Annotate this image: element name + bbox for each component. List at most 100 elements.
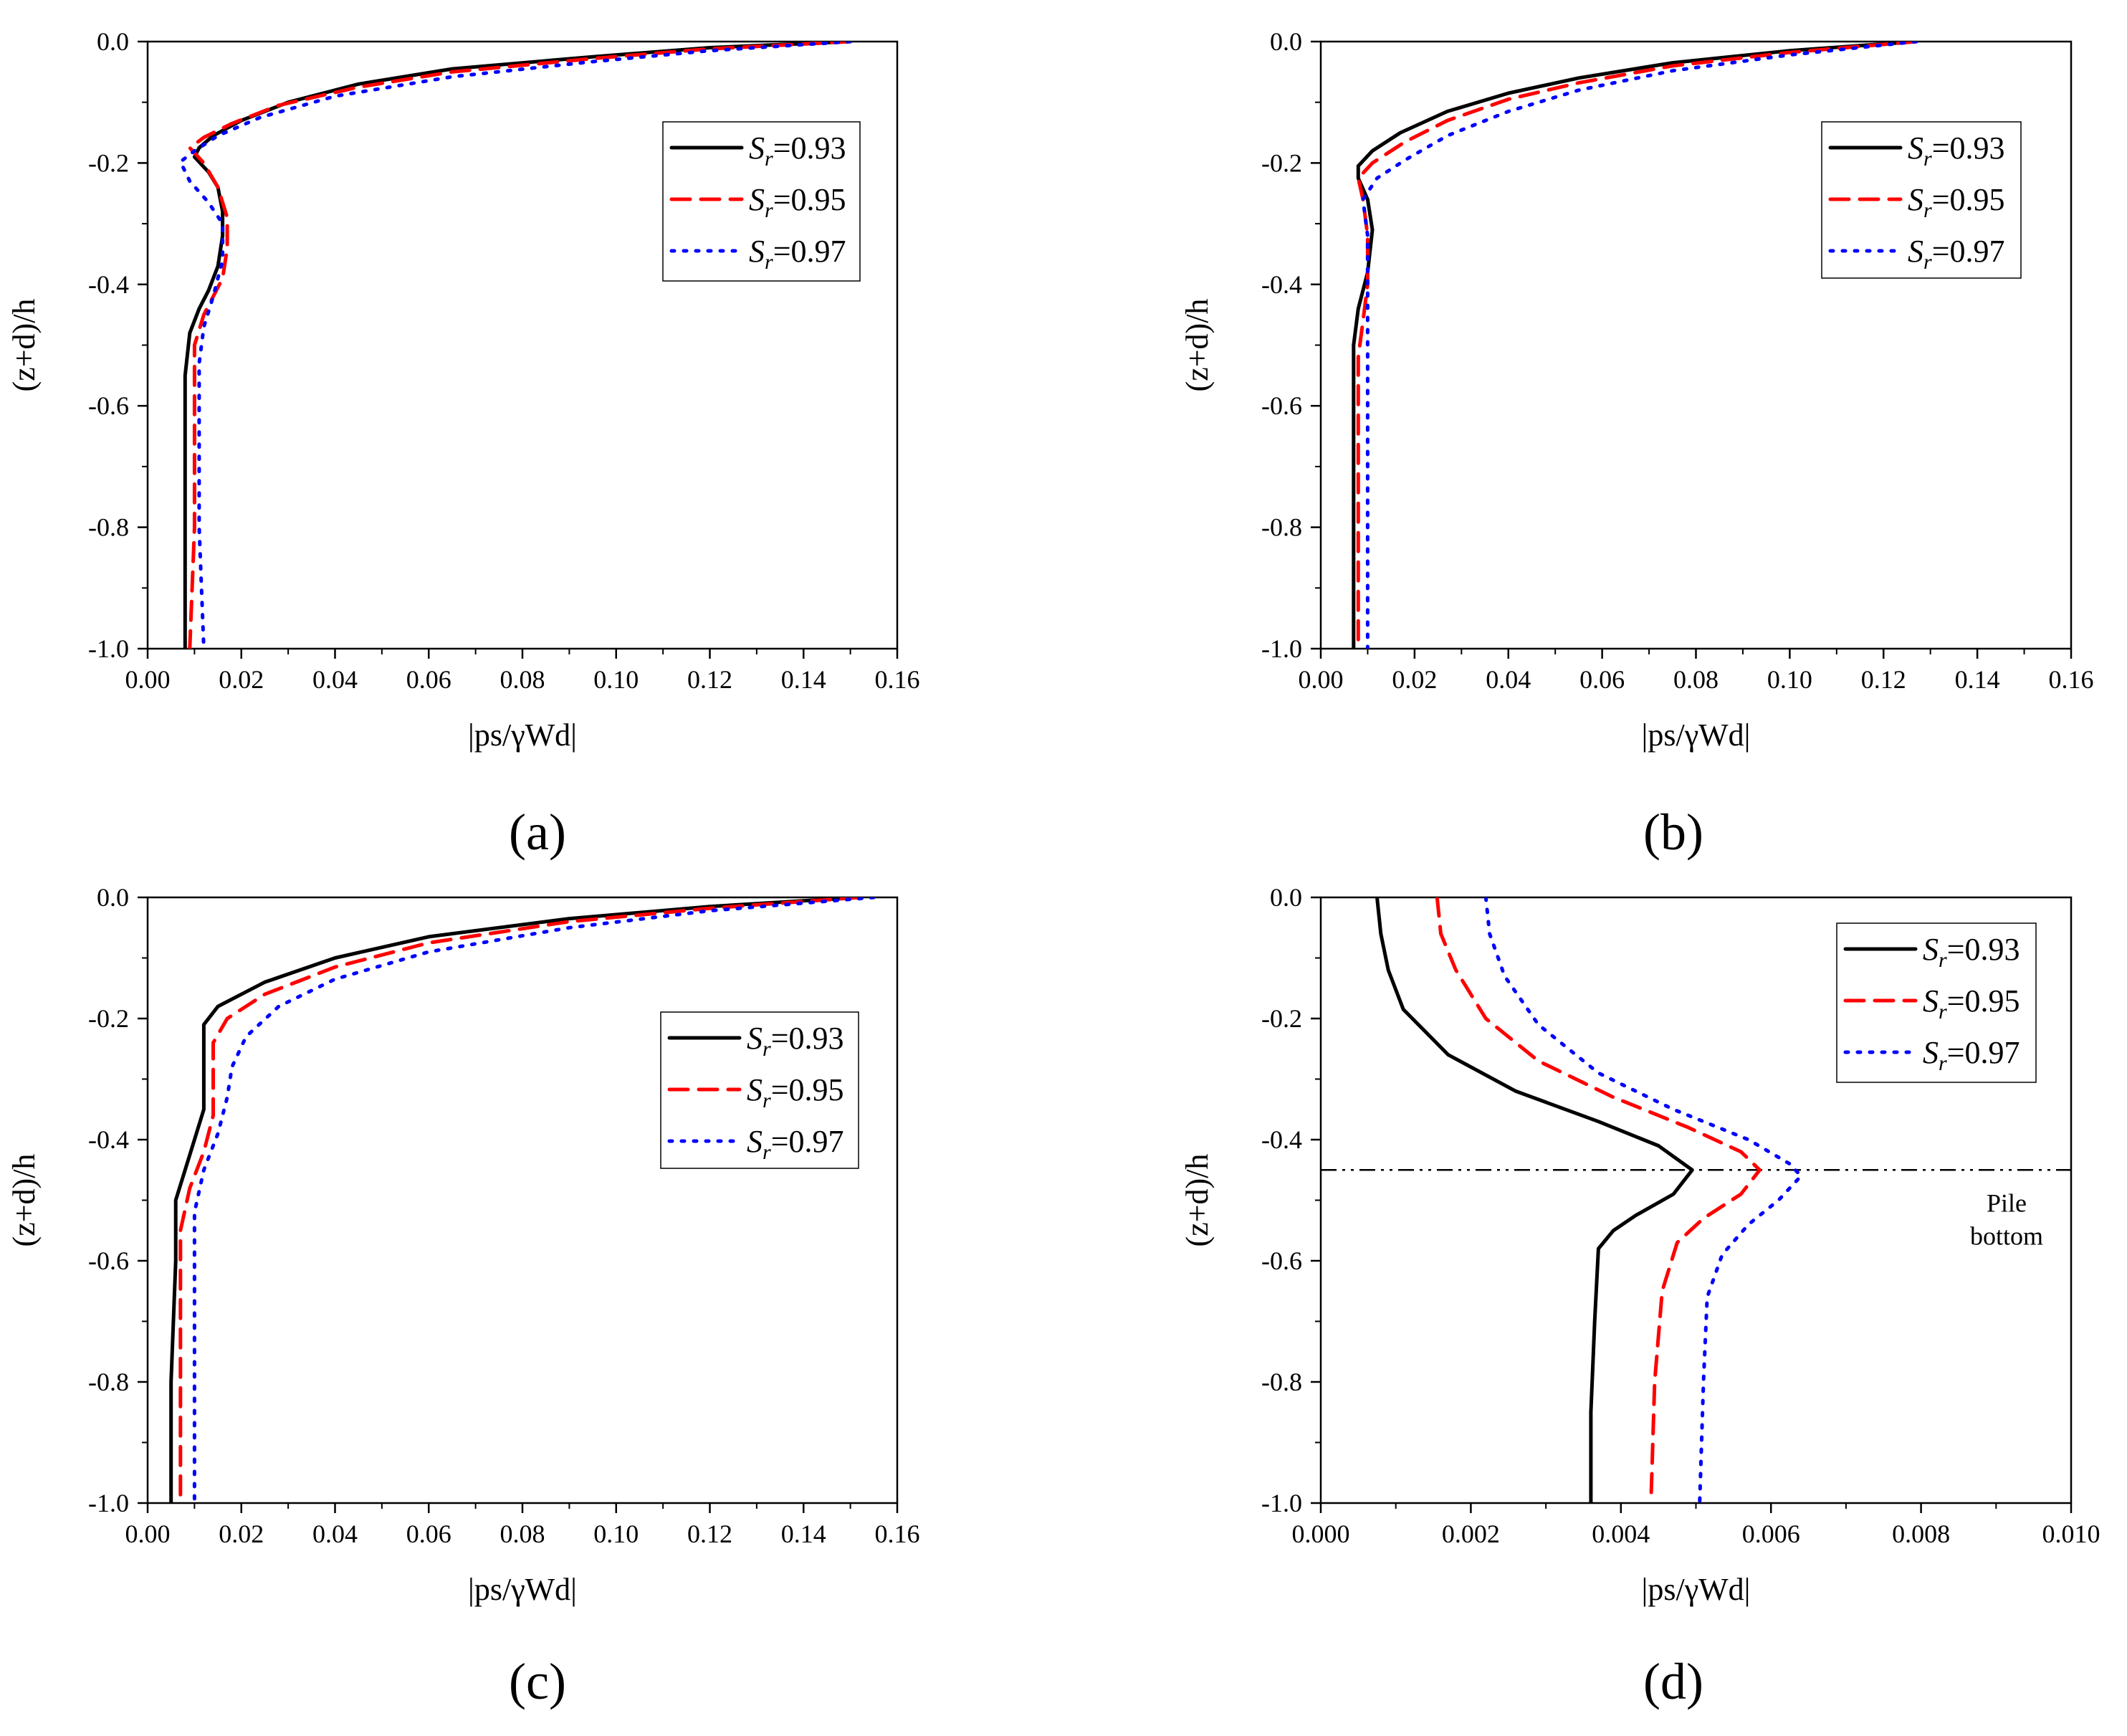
x-tick-label: 0.08	[500, 665, 545, 694]
y-tick-label: -0.6	[88, 1246, 129, 1275]
y-tick-label: -0.8	[1261, 1368, 1302, 1396]
y-tick-label: 0.0	[1270, 27, 1302, 56]
x-tick-label: 0.12	[687, 1520, 732, 1548]
y-tick-label: -0.6	[1261, 391, 1302, 420]
x-tick-label: 0.08	[1673, 665, 1719, 694]
x-tick-label: 0.06	[1579, 665, 1625, 694]
y-tick-label: -0.2	[1261, 1004, 1302, 1033]
series-line-sr093	[1375, 897, 1694, 1503]
y-tick-label: -0.8	[1261, 513, 1302, 542]
series-line-sr093	[1352, 42, 1918, 649]
legend-label: Sr=0.93	[1923, 932, 2020, 972]
legend-label: Sr=0.95	[1923, 983, 2020, 1024]
panel-label: (c)	[509, 1653, 566, 1710]
x-tick-label: 0.04	[312, 1520, 358, 1548]
chart-panel-c: 0.00 0.02 0.04 0.06 0.08 0.10 0.12 0.14 0.16 0.0 -…	[6, 883, 920, 1710]
y-tick-label: -0.4	[1261, 1125, 1302, 1154]
panel-label: (a)	[509, 803, 566, 861]
y-tick-label: -0.6	[1261, 1246, 1302, 1275]
x-tick-label: 0.12	[1861, 665, 1906, 694]
y-tick-label: 0.0	[1270, 883, 1302, 912]
legend-label: Sr=0.97	[1908, 234, 2005, 274]
x-tick-label: 0.10	[593, 1520, 639, 1548]
x-axis-title: |ps/γWd|	[468, 717, 577, 753]
y-axis-title: (z+d)/h	[1180, 299, 1215, 392]
x-tick-label: 0.02	[1392, 665, 1437, 694]
y-tick-label: -0.2	[88, 148, 129, 177]
x-tick-label: 0.04	[312, 665, 358, 694]
x-tick-label: 0.006	[1742, 1520, 1800, 1548]
x-tick-label: 0.02	[219, 665, 264, 694]
y-tick-label: 0.0	[97, 883, 129, 912]
legend: Sr=0.93 Sr=0.95 Sr=0.97	[1821, 121, 2022, 279]
series-line-sr095	[188, 42, 853, 649]
y-tick-label: -1.0	[1261, 1489, 1302, 1517]
y-tick-label: -1.0	[88, 634, 129, 663]
x-tick-label: 0.10	[1767, 665, 1812, 694]
y-tick-label: -0.8	[88, 1368, 129, 1396]
legend: Sr=0.93 Sr=0.95 Sr=0.97	[662, 121, 861, 282]
chart-panel-d: 0.000 0.002 0.004 0.006 0.008 0.010 0.0 -0.2 -0.…	[1180, 883, 2100, 1710]
legend-label: Sr=0.95	[749, 182, 846, 222]
legend-label: Sr=0.97	[747, 1124, 844, 1164]
y-tick-label: -0.8	[88, 513, 129, 542]
x-tick-label: 0.16	[875, 665, 920, 694]
x-tick-label: 0.000	[1292, 1520, 1350, 1548]
plot-area	[1352, 42, 1918, 649]
x-tick-label: 0.14	[781, 1520, 826, 1548]
plot-area	[1375, 897, 1803, 1503]
x-tick-label: 0.06	[406, 1520, 451, 1548]
chart-panel-b: 0.00 0.02 0.04 0.06 0.08 0.10 0.12 0.14 0.16 0.0 -…	[1180, 27, 2094, 861]
panel-label: (b)	[1643, 803, 1703, 861]
series-line-sr097	[178, 42, 853, 649]
series-line-sr093	[169, 897, 862, 1503]
y-tick-label: -1.0	[88, 1489, 129, 1517]
x-tick-label: 0.10	[593, 665, 639, 694]
x-tick-label: 0.08	[500, 1520, 545, 1548]
legend-label: Sr=0.93	[1908, 130, 2005, 171]
series-line-sr097	[1483, 897, 1803, 1503]
legend-label: Sr=0.95	[747, 1072, 844, 1112]
series-line-sr095	[1356, 42, 1918, 649]
x-tick-label: 0.12	[687, 665, 732, 694]
series-line-sr097	[192, 897, 876, 1503]
pile-bottom-label-line1: Pile	[1987, 1188, 2027, 1217]
x-tick-label: 0.06	[406, 665, 451, 694]
x-tick-label: 0.16	[2049, 665, 2094, 694]
y-axis-title: (z+d)/h	[1180, 1154, 1215, 1247]
y-tick-label: -0.4	[1261, 270, 1302, 299]
legend-label: Sr=0.97	[1923, 1035, 2020, 1075]
y-tick-label: -0.6	[88, 391, 129, 420]
y-axis-title: (z+d)/h	[6, 1154, 42, 1247]
y-tick-label: 0.0	[97, 27, 129, 56]
legend: Sr=0.93 Sr=0.95 Sr=0.97	[660, 1011, 859, 1169]
chart-panel-a: 0.00 0.02 0.04 0.06 0.08 0.10 0.12 0.14 0.16 0.0 -…	[6, 27, 920, 861]
series-line-sr095	[1435, 897, 1762, 1503]
legend-label: Sr=0.93	[749, 130, 846, 171]
x-tick-label: 0.004	[1592, 1520, 1650, 1548]
legend-label: Sr=0.95	[1908, 182, 2005, 222]
x-tick-label: 0.14	[1955, 665, 2000, 694]
y-tick-label: -1.0	[1261, 634, 1302, 663]
y-tick-label: -0.4	[88, 1125, 129, 1154]
x-tick-label: 0.00	[125, 665, 171, 694]
x-tick-label: 0.16	[875, 1520, 920, 1548]
y-tick-label: -0.2	[88, 1004, 129, 1033]
pile-bottom-label-line2: bottom	[1970, 1221, 2043, 1250]
legend: Sr=0.93 Sr=0.95 Sr=0.97	[1836, 922, 2037, 1083]
x-tick-label: 0.02	[219, 1520, 264, 1548]
plot-area	[178, 42, 853, 649]
x-axis-title: |ps/γWd|	[1642, 717, 1751, 753]
x-tick-label: 0.00	[1299, 665, 1344, 694]
y-tick-label: -0.2	[1261, 148, 1302, 177]
plot-area	[169, 897, 876, 1503]
plot-frame	[146, 896, 899, 1504]
legend-label: Sr=0.97	[749, 234, 846, 274]
series-line-sr095	[178, 897, 862, 1503]
x-axis-title: |ps/γWd|	[1642, 1572, 1751, 1607]
series-line-sr097	[1361, 42, 1918, 649]
x-tick-label: 0.008	[1892, 1520, 1950, 1548]
y-axis-title: (z+d)/h	[6, 299, 42, 392]
x-tick-label: 0.010	[2042, 1520, 2100, 1548]
